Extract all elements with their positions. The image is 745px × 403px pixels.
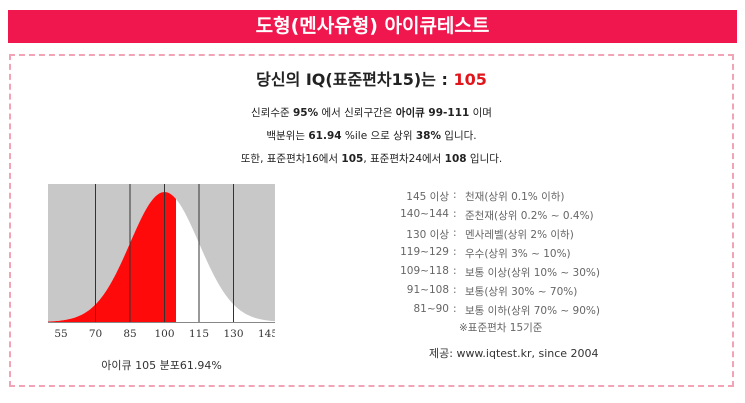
tier-range: 109~118 [400,265,449,277]
text-fragment: 신뢰수준 [251,107,293,119]
distribution-chart: 55 70 85 100 115 130 145 [48,184,275,347]
result-panel: 당신의 IQ(표준편차15)는 : 105 신뢰수준 95% 에서 신뢰구간은 … [9,54,734,387]
text-fragment: 에서 신뢰구간은 [318,107,396,119]
tier-label: 멘사레벨(상위 2% 이하) [465,229,574,241]
iq-tier-row: 109~118: 보통 이상(상위 10% ~ 30%) [361,263,721,282]
tier-label: 준천재(상위 0.2% ~ 0.4%) [465,210,594,222]
tier-range: 130 이상 [406,229,449,241]
x-tick-label: 130 [223,328,243,340]
sd-note: ※표준편차 15기준 [459,322,543,334]
x-tick-label: 145 [258,328,275,340]
tier-separator: : [453,227,457,239]
page-title: 도형(멘사유형) 아이큐테스트 [8,10,737,43]
top-percent: 38% [415,130,441,142]
iq-tier-row: 145 이상: 천재(상위 0.1% 이하) [361,187,721,206]
confidence-interval: 아이큐 99-111 [395,107,470,119]
x-tick-label: 85 [123,328,136,340]
x-axis-strip [48,322,275,342]
tier-range: 140~144 [400,208,449,220]
credit-line: 제공: www.iqtest.kr, since 2004 [429,347,599,360]
tier-separator: : [453,284,457,296]
text-fragment: 또한, 표준편차16에서 [240,153,342,165]
tier-separator: : [453,265,457,277]
tier-label: 보통(상위 30% ~ 70%) [465,286,578,298]
tier-separator: : [453,189,457,201]
iq-sd24: 108 [444,153,467,165]
iq-tier-row: 81~90: 보통 이하(상위 70% ~ 90%) [361,301,721,320]
confidence-line: 신뢰수준 95% 에서 신뢰구간은 아이큐 99-111 이며 [11,105,732,120]
iq-tier-row: 130 이상: 멘사레벨(상위 2% 이하) [361,225,721,244]
sd-conversion-line: 또한, 표준편차16에서 105, 표준편차24에서 108 입니다. [11,151,732,166]
iq-tier-row: 119~129: 우수(상위 3% ~ 10%) [361,244,721,263]
shaded-area [48,192,176,322]
x-tick-label: 70 [89,328,102,340]
iq-score: 105 [453,70,487,89]
text-fragment: , 표준편차24에서 [363,153,445,165]
iq-result: 당신의 IQ(표준편차15)는 : 105 [11,66,732,90]
chart-caption: 아이큐 105 분포61.94% [101,359,222,372]
tier-range: 81~90 [413,303,449,315]
text-fragment: 이며 [469,107,492,119]
x-tick-label: 100 [154,328,174,340]
tier-label: 보통 이하(상위 70% ~ 90%) [465,305,600,317]
tier-label: 보통 이상(상위 10% ~ 30%) [465,267,600,279]
percentile-value: 61.94 [308,130,342,142]
text-fragment: 백분위는 [266,130,309,142]
tier-label: 천재(상위 0.1% 이하) [465,191,565,203]
tier-separator: : [453,208,457,220]
iq-sd16: 105 [341,153,364,165]
text-fragment: %ile 으로 상위 [341,130,416,142]
iq-tier-row: 91~108: 보통(상위 30% ~ 70%) [361,282,721,301]
tier-separator: : [453,303,457,315]
tier-label: 우수(상위 3% ~ 10%) [465,248,571,260]
iq-tier-row: 140~144: 준천재(상위 0.2% ~ 0.4%) [361,206,721,225]
tier-range: 145 이상 [406,191,449,203]
confidence-level: 95% [293,107,319,119]
iq-result-label: 당신의 IQ(표준편차15)는 : [256,70,454,89]
tier-range: 91~108 [406,284,449,296]
tier-separator: : [453,246,457,258]
iq-tier-list: 145 이상: 천재(상위 0.1% 이하) 140~144: 준천재(상위 0.2%… [361,187,721,320]
tier-range: 119~129 [400,246,449,258]
text-fragment: 입니다. [466,153,503,165]
percentile-line: 백분위는 61.94 %ile 으로 상위 38% 입니다. [11,128,732,143]
text-fragment: 입니다. [440,130,477,142]
x-tick-label: 115 [189,328,209,340]
x-tick-label: 55 [54,328,67,340]
